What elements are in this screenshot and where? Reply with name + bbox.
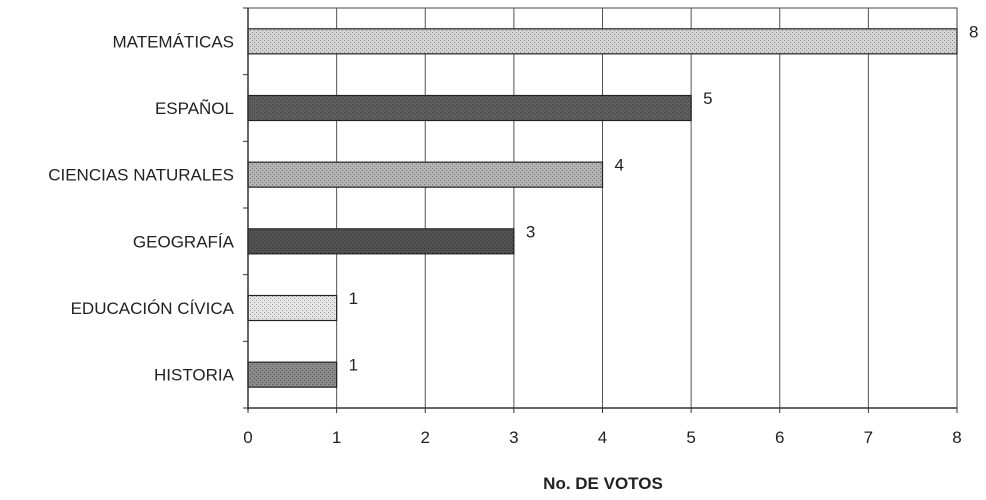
data-label: 8 xyxy=(969,22,978,41)
category-labels: MATEMÁTICAS ESPAÑOL CIENCIAS NATURALES GEOG… xyxy=(48,32,234,384)
x-tick-label: 3 xyxy=(509,428,518,447)
category-label: HISTORIA xyxy=(154,366,235,385)
bar-texture xyxy=(248,28,957,54)
x-tick-label: 0 xyxy=(243,428,252,447)
x-axis-title: No. DE VOTOS xyxy=(543,474,663,493)
x-tick-label: 7 xyxy=(864,428,873,447)
category-label: EDUCACIÓN CÍVICA xyxy=(71,299,235,318)
category-label: GEOGRAFÍA xyxy=(133,232,235,251)
x-tick-label: 8 xyxy=(952,428,961,447)
gridlines xyxy=(336,8,869,408)
x-tick-label: 5 xyxy=(686,428,695,447)
bar-texture xyxy=(248,362,337,388)
data-label: 3 xyxy=(526,222,535,241)
data-label: 5 xyxy=(703,89,712,108)
bar-texture xyxy=(248,95,692,121)
x-tick-label: 2 xyxy=(421,428,430,447)
data-label: 4 xyxy=(615,156,624,175)
category-label: MATEMÁTICAS xyxy=(112,32,234,51)
data-labels: 8 5 4 3 1 1 xyxy=(349,22,979,374)
x-tick-label: 1 xyxy=(332,428,341,447)
category-label: CIENCIAS NATURALES xyxy=(48,166,234,185)
data-label: 1 xyxy=(349,289,358,308)
bar-texture xyxy=(248,162,603,188)
x-axis-ticks: 0 1 2 3 4 5 6 7 8 xyxy=(243,7,962,447)
bar-texture xyxy=(248,295,337,321)
data-label: 1 xyxy=(349,356,358,375)
bars xyxy=(247,28,958,388)
bar-texture xyxy=(248,228,514,254)
x-tick-label: 4 xyxy=(598,428,607,447)
category-label: ESPAÑOL xyxy=(155,99,234,118)
x-tick-label: 6 xyxy=(775,428,784,447)
